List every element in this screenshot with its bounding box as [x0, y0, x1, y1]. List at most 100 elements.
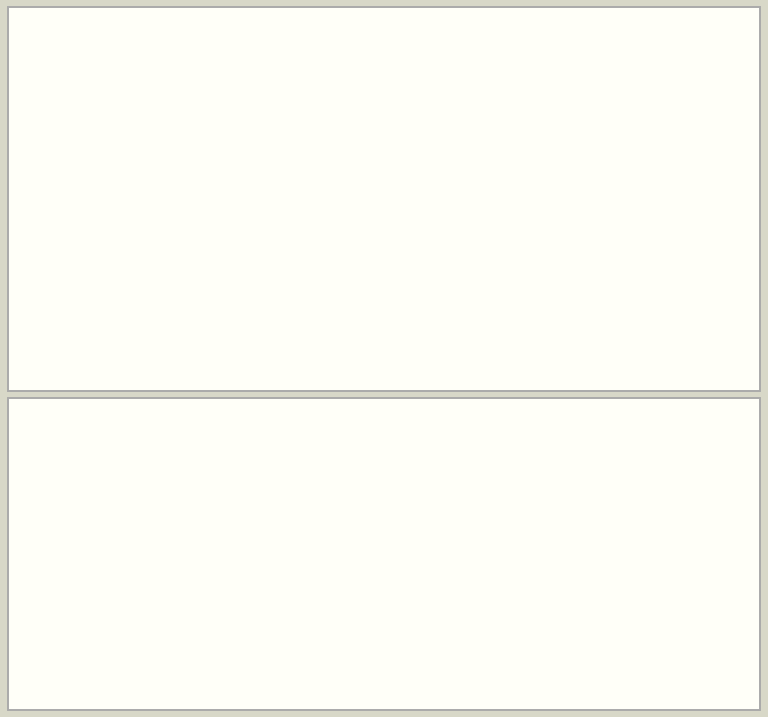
검출률 — [422, 594, 431, 602]
2024 — [314, 299, 323, 308]
검출률 — [114, 543, 124, 551]
2024 — [406, 298, 415, 307]
2024 — [170, 244, 179, 252]
검출률 — [505, 587, 515, 596]
Bar — [110, 489, 127, 620]
검출률 — [673, 453, 682, 462]
Bar — [194, 529, 211, 620]
2024 — [445, 199, 455, 208]
검출률 — [644, 494, 654, 503]
검출률 — [253, 585, 263, 594]
검출률 — [393, 589, 402, 598]
Bar — [250, 566, 267, 620]
검출률 — [533, 585, 542, 594]
검출률 — [170, 545, 179, 554]
Text: [ 코로나19 병원체 검출률 및 하수감시 현황 ('24년 10주~31주) ]: [ 코로나19 병원체 검출률 및 하수감시 현황 ('24년 10주~31주)… — [209, 400, 559, 415]
Text: 2월: 2월 — [127, 365, 142, 375]
2024 — [354, 300, 363, 308]
Line: 검출률: 검출률 — [88, 455, 680, 601]
2024 — [196, 251, 205, 260]
2024 — [104, 209, 113, 218]
Legend: 코로나19 바이러스 농도 (3주 이동평균), 검출률: 코로나19 바이러스 농도 (3주 이동평균), 검출률 — [266, 671, 502, 694]
2024 — [367, 300, 376, 308]
검출률 — [310, 592, 319, 600]
Text: 4월: 4월 — [233, 365, 247, 375]
Bar — [417, 600, 435, 620]
Bar — [557, 595, 574, 620]
Bar — [277, 581, 296, 620]
2024 — [235, 261, 244, 270]
2024 — [301, 299, 310, 308]
2024 — [393, 300, 402, 309]
Bar — [221, 554, 240, 620]
Y-axis label: 명): 명) — [12, 186, 25, 198]
Bar — [472, 596, 491, 620]
2024 — [131, 204, 140, 213]
Text: 5월: 5월 — [286, 365, 300, 375]
검출률 — [198, 577, 207, 586]
2024 — [91, 212, 100, 220]
검출률 — [617, 514, 626, 523]
Bar — [305, 592, 323, 620]
Bar — [361, 601, 379, 620]
2024 — [209, 254, 218, 262]
2024 — [275, 295, 284, 304]
2024 — [222, 257, 231, 266]
Text: 1357: 1357 — [466, 133, 497, 142]
Text: 6월: 6월 — [338, 365, 353, 375]
Bar — [165, 508, 184, 620]
검출률 — [86, 533, 95, 541]
검출률 — [477, 587, 486, 596]
Bar — [668, 456, 687, 620]
2024 — [340, 299, 349, 308]
Text: 10월: 10월 — [558, 365, 580, 375]
2024 — [432, 280, 442, 288]
Legend: 2024: 2024 — [439, 85, 519, 108]
2024 — [117, 202, 126, 211]
검출률 — [282, 579, 291, 588]
Text: 12월: 12월 — [663, 365, 685, 375]
Text: [ (2024년(1.1.~8.10.), 주별) 코로나19 입원환자 발생 추이 ]: [ (2024년(1.1.~8.10.), 주별) 코로나19 입원환자 발생 … — [192, 29, 576, 44]
Line: 2024: 2024 — [67, 147, 465, 307]
검출률 — [589, 559, 598, 568]
Bar — [81, 493, 100, 620]
검출률 — [561, 567, 570, 576]
검출률 — [366, 589, 375, 598]
2024 — [458, 145, 468, 153]
2024 — [262, 268, 271, 277]
2024 — [183, 247, 192, 256]
검출률 — [142, 543, 151, 551]
Text: 833: 833 — [67, 194, 90, 204]
Y-axis label: 검출률(%): 검출률(%) — [720, 509, 730, 549]
Bar — [137, 488, 156, 620]
Bar — [445, 597, 463, 620]
2024 — [249, 265, 258, 273]
검출률 — [449, 592, 458, 600]
검출률 — [337, 594, 346, 602]
2024 — [327, 298, 336, 307]
Text: * '24.1.1.부터 전국 병원급 이상 표본감시 의료기관(220개소)에서 매주 급성호흡기감염증(ARI)
   입원환자 수를 신고한 잠정 통계 : * '24.1.1.부터 전국 병원급 이상 표본감시 의료기관(220개소)에… — [17, 333, 348, 354]
Text: 3월: 3월 — [180, 365, 194, 375]
Bar — [528, 596, 547, 620]
Bar — [584, 591, 603, 620]
2024 — [380, 300, 389, 308]
Text: 9월: 9월 — [508, 365, 523, 375]
Bar — [389, 600, 407, 620]
Y-axis label: (copies/mL): (copies/mL) — [15, 496, 25, 561]
Text: 7월: 7월 — [391, 365, 405, 375]
Bar — [612, 546, 631, 620]
Bar — [333, 601, 351, 620]
2024 — [144, 206, 153, 215]
Bar — [641, 490, 658, 620]
Bar — [501, 597, 518, 620]
2024 — [419, 290, 429, 298]
Text: '24년: '24년 — [77, 654, 101, 664]
2024 — [65, 207, 74, 216]
Text: 1월: 1월 — [75, 365, 89, 375]
2024 — [157, 209, 166, 218]
Text: 8월: 8월 — [443, 365, 458, 375]
Text: 875: 875 — [121, 189, 145, 199]
Text: 11월: 11월 — [610, 365, 632, 375]
2024 — [78, 215, 87, 224]
2024 — [288, 298, 297, 307]
